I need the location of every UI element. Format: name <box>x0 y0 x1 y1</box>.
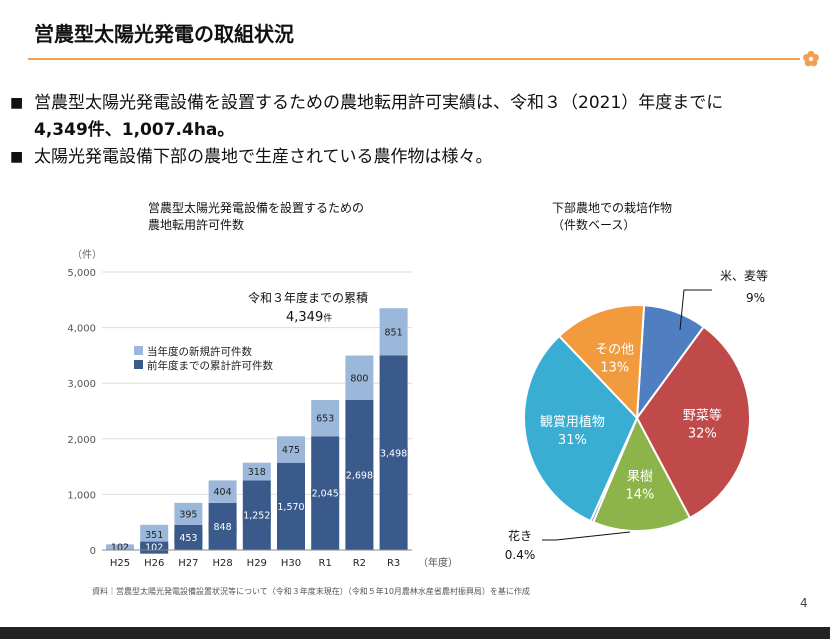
pie-slice <box>591 415 692 532</box>
y-tick-label: 5,000 <box>67 268 96 279</box>
label-bg <box>345 469 374 482</box>
label-bg <box>174 531 203 544</box>
bar-new <box>277 436 305 463</box>
bar-cumulative-label: 848 <box>214 522 232 533</box>
bar-cumulative-label: 1,570 <box>277 502 304 513</box>
pie-chart: 米、麦等 9% 野菜等 32% 果樹 14% 花き 0.4% 観賞用植物 31% その他 13% <box>505 269 768 562</box>
bar-cumulative-label: 1,252 <box>243 511 270 522</box>
x-tick-label: R2 <box>353 558 366 569</box>
bar-new-label: 653 <box>316 414 334 425</box>
bottom-bar <box>0 627 830 639</box>
bar-new-label: 475 <box>282 445 300 456</box>
bar-chart: （件） 0 1,000 2,000 3,000 4,000 5,000 102 H25 102 35… <box>67 249 458 569</box>
annotation-line1: 令和３年度までの累積 <box>248 290 368 305</box>
bullet-list: ■ 営農型太陽光発電設備を設置するための農地転用許可実績は、令和３（2021）年… <box>10 90 825 171</box>
flower-icon <box>803 50 819 67</box>
bar-new <box>208 480 237 503</box>
bar-new-label: 318 <box>248 467 266 478</box>
label-bg <box>208 520 237 533</box>
bullet-marker: ■ <box>10 95 24 111</box>
bar-new-label: 102 <box>111 543 129 554</box>
bar-cumulative-label: 102 <box>145 543 163 554</box>
bullet-marker: ■ <box>10 149 24 165</box>
bar-new-label: 800 <box>350 373 368 384</box>
x-tick-label: R3 <box>387 558 400 569</box>
slice-label: 花き <box>508 528 532 543</box>
slice-label: 観賞用植物 <box>540 415 605 430</box>
bar-new <box>345 355 374 400</box>
x-tick-label: H28 <box>212 558 232 569</box>
legend-label-cumulative: 前年度までの累計許可件数 <box>147 359 273 372</box>
legend-swatch-cumulative <box>134 360 143 369</box>
bar-cumulative-label: 2,045 <box>312 489 339 500</box>
pie-chart-title: 下部農地での栽培作物 （件数ベース） <box>552 201 673 232</box>
leader-line <box>679 289 712 331</box>
bar-new <box>106 544 134 550</box>
x-tick-label: H29 <box>247 558 267 569</box>
bar-new <box>140 524 169 545</box>
y-tick-label: 2,000 <box>67 435 96 446</box>
x-tick-label: H30 <box>281 558 301 569</box>
y-tick-label: 0 <box>90 546 96 557</box>
label-bg <box>277 500 305 513</box>
y-unit-label: （件） <box>72 249 102 261</box>
bar-new <box>311 399 340 437</box>
legend-label-new: 当年度の新規許可件数 <box>147 345 252 358</box>
x-axis-label: （年度） <box>418 556 458 569</box>
bar-chart-title: 営農型太陽光発電設備を設置するための 農地転用許可件数 <box>148 201 365 232</box>
slice-pct-label: 9% <box>746 291 765 305</box>
slice-label: その他 <box>595 342 634 357</box>
bar-new-label: 351 <box>145 530 163 541</box>
title-divider <box>28 58 800 60</box>
slice-pct-label: 32% <box>688 427 717 442</box>
leader-line <box>542 531 631 541</box>
slice-pct-label: 14% <box>625 487 654 502</box>
slice-pct-label: 31% <box>558 433 587 448</box>
y-tick-label: 4,000 <box>67 324 96 335</box>
y-tick-label: 3,000 <box>67 379 96 390</box>
label-bg <box>140 541 169 554</box>
bar-cumulative-label: 3,498 <box>380 448 407 459</box>
x-tick-label: H26 <box>144 558 164 569</box>
slice-label: 野菜等 <box>683 408 722 424</box>
bar-new-label: 851 <box>385 327 403 338</box>
bullet-text: 営農型太陽光発電設備を設置するための農地転用許可実績は、令和３（2021）年度ま… <box>34 93 724 113</box>
pie-slice <box>557 304 646 421</box>
bar-new <box>242 462 271 481</box>
bullet-item: ■ 太陽光発電設備下部の農地で生産されている農作物は様々。 <box>10 144 825 171</box>
slice-label: 果樹 <box>627 469 653 484</box>
bar-new <box>379 308 408 356</box>
label-bg <box>379 447 408 460</box>
slice-pct-label: 13% <box>600 360 629 375</box>
bar-cumulative-label: 2,698 <box>346 470 373 481</box>
y-tick-label: 1,000 <box>67 490 96 501</box>
bar-cumulative-label: 453 <box>179 533 197 544</box>
bar-new-label: 404 <box>214 487 232 498</box>
x-tick-label: R1 <box>319 558 332 569</box>
bullet-bold-text: 4,349件、1,007.4ha。 <box>34 120 235 140</box>
label-bg <box>242 509 271 522</box>
bullet-item: ■ 営農型太陽光発電設備を設置するための農地転用許可実績は、令和３（2021）年… <box>10 90 825 144</box>
bullet-text: 太陽光発電設備下部の農地で生産されている農作物は様々。 <box>34 147 493 167</box>
bar-new-label: 395 <box>179 509 197 520</box>
annotation-line2: 4,349件 <box>286 310 332 325</box>
label-bg <box>311 487 340 500</box>
x-tick-label: H27 <box>178 558 198 569</box>
page-title: 営農型太陽光発電の取組状況 <box>34 22 294 46</box>
slice-label: 米、麦等 <box>720 269 768 283</box>
x-tick-label: H25 <box>110 558 130 569</box>
slice-pct-label: 0.4% <box>505 548 536 562</box>
legend-swatch-new <box>134 346 143 355</box>
pie-slice <box>523 334 639 523</box>
page-number: 4 <box>800 596 808 610</box>
bar-new <box>174 502 203 525</box>
source-note: 資料｜営農型太陽光発電設備設置状況等について（令和３年度末現在）（令和５年10月… <box>92 587 530 596</box>
